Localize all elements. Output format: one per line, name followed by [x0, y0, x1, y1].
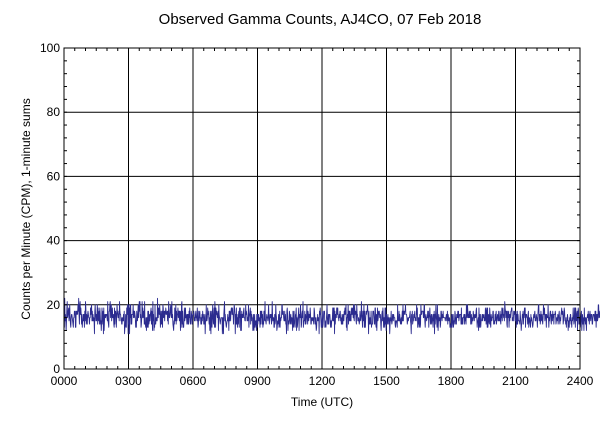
chart-title: Observed Gamma Counts, AJ4CO, 07 Feb 201…: [159, 11, 482, 28]
y-tick-label: 80: [47, 105, 61, 119]
axes: [63, 47, 581, 370]
y-tick-label: 0: [53, 362, 60, 376]
x-tick-label: 1800: [438, 374, 465, 388]
x-axis-label: Time (UTC): [291, 395, 353, 409]
series-line: [63, 297, 600, 335]
x-tick-label: 0600: [180, 374, 207, 388]
x-tick-label: 0900: [244, 374, 271, 388]
y-axis-label: Counts per Minute (CPM), 1-minute sums: [19, 98, 33, 319]
y-tick-label: 100: [40, 41, 60, 55]
tick-labels: 0 20 40 60 80 100 0000 0300 0600 0900 1200 1500 1800…: [40, 41, 594, 388]
x-tick-label: 2100: [502, 374, 529, 388]
y-tick-label: 20: [47, 298, 61, 312]
x-tick-label: 1200: [309, 374, 336, 388]
grid: [64, 48, 580, 369]
x-tick-label: 0300: [115, 374, 142, 388]
x-tick-label: 1500: [373, 374, 400, 388]
series-layer: [63, 297, 600, 335]
x-tick-label: 0000: [51, 374, 78, 388]
y-tick-label: 60: [47, 169, 61, 183]
y-tick-label: 40: [47, 234, 61, 248]
x-tick-label: 2400: [567, 374, 594, 388]
